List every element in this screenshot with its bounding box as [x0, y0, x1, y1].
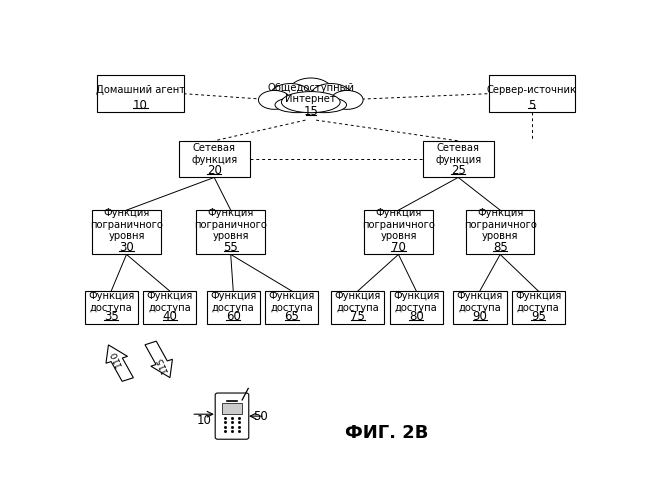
- Text: Функция
доступа: Функция доступа: [88, 291, 134, 313]
- FancyBboxPatch shape: [466, 210, 535, 254]
- Ellipse shape: [331, 90, 363, 110]
- FancyBboxPatch shape: [97, 76, 184, 112]
- FancyBboxPatch shape: [265, 291, 318, 324]
- FancyBboxPatch shape: [196, 210, 265, 254]
- Text: 30: 30: [119, 241, 134, 254]
- Text: 75: 75: [350, 310, 365, 324]
- Text: 10: 10: [197, 414, 211, 427]
- Text: 70: 70: [391, 241, 406, 254]
- Ellipse shape: [311, 84, 352, 107]
- Text: Функция
пограничного
уровня: Функция пограничного уровня: [194, 208, 267, 241]
- Text: 5: 5: [528, 98, 535, 112]
- Text: 65: 65: [284, 310, 299, 324]
- Text: Функция
доступа: Функция доступа: [457, 291, 503, 313]
- Text: 20: 20: [207, 164, 222, 177]
- Text: 60: 60: [226, 310, 241, 324]
- Text: 50: 50: [253, 410, 268, 422]
- Text: Функция
доступа: Функция доступа: [210, 291, 256, 313]
- FancyBboxPatch shape: [331, 291, 384, 324]
- Text: 115: 115: [154, 354, 169, 374]
- Text: Сетевая
функция: Сетевая функция: [435, 143, 482, 165]
- Ellipse shape: [258, 90, 291, 110]
- Polygon shape: [106, 345, 133, 382]
- Text: Функция
доступа: Функция доступа: [268, 291, 315, 313]
- Ellipse shape: [289, 78, 333, 107]
- FancyBboxPatch shape: [453, 291, 506, 324]
- Text: 55: 55: [223, 241, 238, 254]
- Text: 80: 80: [409, 310, 424, 324]
- Text: 90: 90: [472, 310, 487, 324]
- Text: 10: 10: [133, 98, 148, 112]
- FancyBboxPatch shape: [92, 210, 161, 254]
- Ellipse shape: [270, 84, 311, 107]
- Ellipse shape: [302, 97, 346, 112]
- Text: Сервер-источник: Сервер-источник: [487, 85, 577, 95]
- FancyBboxPatch shape: [512, 291, 565, 324]
- Text: Домашний агент: Домашний агент: [96, 85, 185, 95]
- Ellipse shape: [275, 97, 320, 112]
- FancyBboxPatch shape: [178, 141, 250, 178]
- FancyBboxPatch shape: [85, 291, 138, 324]
- Ellipse shape: [281, 92, 340, 112]
- Text: Функция
доступа: Функция доступа: [335, 291, 381, 313]
- Text: Функция
доступа: Функция доступа: [515, 291, 562, 313]
- Text: 25: 25: [451, 164, 466, 177]
- Text: Функция
пограничного
уровня: Функция пограничного уровня: [362, 208, 435, 241]
- FancyBboxPatch shape: [215, 393, 249, 439]
- Text: 35: 35: [104, 310, 119, 324]
- FancyBboxPatch shape: [489, 76, 575, 112]
- Text: 85: 85: [493, 241, 508, 254]
- Text: 15: 15: [303, 106, 318, 118]
- Text: 110: 110: [109, 348, 124, 368]
- Text: ФИГ. 2В: ФИГ. 2В: [345, 424, 429, 442]
- Text: Общедоступный
Интернет: Общедоступный Интернет: [267, 82, 354, 104]
- Polygon shape: [145, 341, 173, 378]
- Text: Функция
пограничного
уровня: Функция пограничного уровня: [464, 208, 537, 241]
- Text: 40: 40: [162, 310, 177, 324]
- FancyBboxPatch shape: [222, 404, 242, 414]
- Text: Функция
доступа: Функция доступа: [393, 291, 440, 313]
- FancyBboxPatch shape: [390, 291, 443, 324]
- Text: Функция
пограничного
уровня: Функция пограничного уровня: [90, 208, 163, 241]
- FancyBboxPatch shape: [207, 291, 260, 324]
- FancyBboxPatch shape: [364, 210, 433, 254]
- Text: Сетевая
функция: Сетевая функция: [191, 143, 237, 165]
- FancyBboxPatch shape: [422, 141, 494, 178]
- Text: Функция
доступа: Функция доступа: [146, 291, 193, 313]
- Text: 95: 95: [531, 310, 546, 324]
- FancyBboxPatch shape: [143, 291, 196, 324]
